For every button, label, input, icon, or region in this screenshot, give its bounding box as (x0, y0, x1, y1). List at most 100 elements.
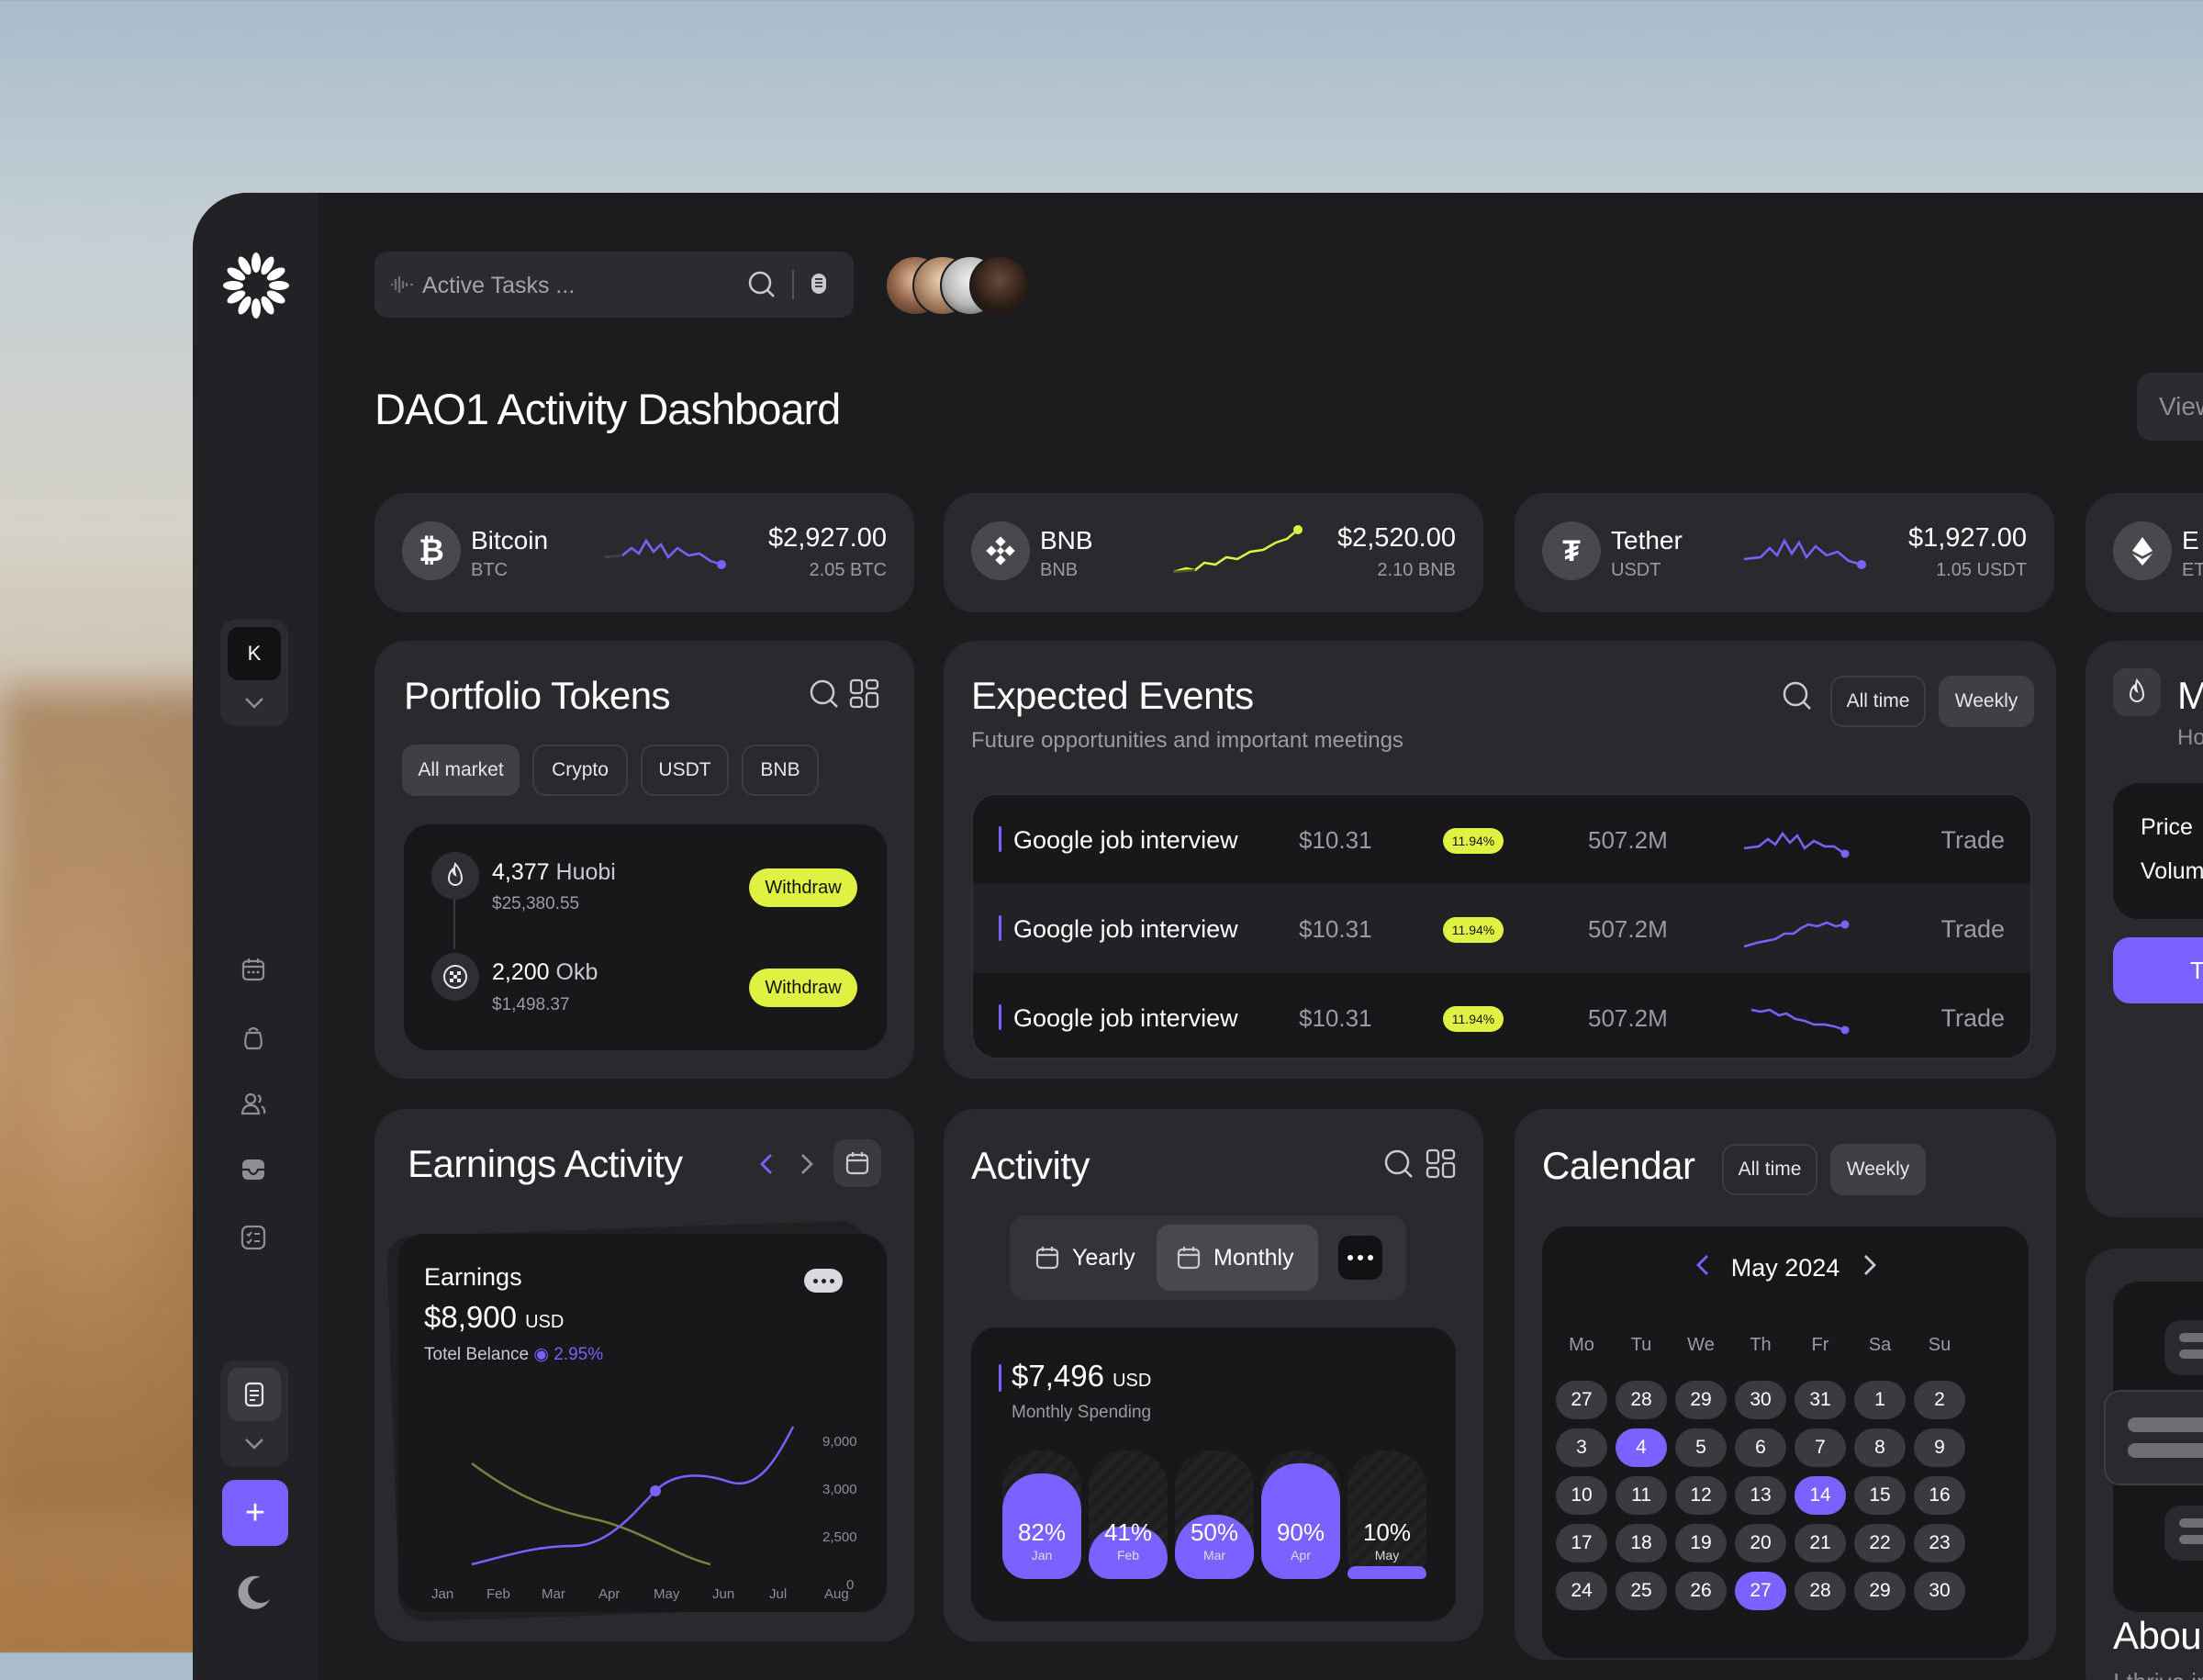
coin-card-tether[interactable]: ₮ Tether USDT $1,927.00 1.05 USDT (1515, 493, 2054, 612)
withdraw-button[interactable]: Withdraw (749, 969, 857, 1007)
calendar-day[interactable]: 6 (1735, 1428, 1786, 1467)
search-bar[interactable]: Active Tasks ... (375, 252, 854, 318)
chevron-left-icon[interactable] (1685, 1247, 1722, 1283)
coin-symbol: BNB (1040, 560, 1079, 580)
withdraw-button[interactable]: Withdraw (749, 868, 857, 907)
coin-card-ethereum[interactable]: E ET (2086, 493, 2203, 612)
more-options-button[interactable] (1338, 1236, 1382, 1280)
document-icon[interactable] (228, 1368, 281, 1421)
calendar-day[interactable]: 26 (1675, 1572, 1727, 1610)
calendar-day[interactable]: 27 (1735, 1572, 1786, 1610)
chevron-left-icon[interactable] (749, 1146, 786, 1182)
coin-card-bnb[interactable]: BNB BNB $2,520.00 2.10 BNB (944, 493, 1483, 612)
search-icon[interactable] (806, 676, 843, 712)
avatar[interactable] (969, 255, 1030, 316)
calendar-day[interactable]: 23 (1914, 1524, 1965, 1562)
calendar-day[interactable]: 30 (1914, 1572, 1965, 1610)
calendar-day[interactable]: 28 (1616, 1381, 1667, 1419)
calendar-day[interactable]: 14 (1795, 1476, 1846, 1515)
filter-crypto[interactable]: Crypto (532, 745, 628, 796)
toggle-row[interactable] (2164, 1320, 2203, 1375)
toggle-row[interactable] (2164, 1506, 2203, 1561)
search-icon[interactable] (1381, 1146, 1417, 1182)
calendar-day[interactable]: 29 (1675, 1381, 1727, 1419)
table-row[interactable]: Google job interview $10.31 11.94% 507.2… (973, 795, 2030, 884)
trade-button[interactable]: T (2113, 937, 2203, 1003)
grid-icon[interactable] (846, 676, 883, 712)
calendar-day[interactable]: 12 (1675, 1476, 1727, 1515)
workspace-avatar[interactable]: K (228, 627, 281, 680)
view-button[interactable]: View (2137, 373, 2203, 441)
calendar-icon[interactable] (833, 1139, 881, 1187)
calendar-day[interactable]: 29 (1854, 1572, 1906, 1610)
inbox-icon[interactable] (235, 1151, 272, 1188)
calendar-day[interactable]: 4 (1616, 1428, 1667, 1467)
filter-all-time[interactable]: All time (1722, 1144, 1817, 1195)
calendar-day[interactable]: 19 (1675, 1524, 1727, 1562)
trade-link[interactable]: Trade (1940, 915, 2005, 943)
filter-all-market[interactable]: All market (402, 745, 520, 796)
chevron-down-icon[interactable] (240, 1432, 268, 1454)
spending-bar-track[interactable]: 50% Mar (1175, 1450, 1254, 1579)
calendar-day[interactable]: 5 (1675, 1428, 1727, 1467)
microphone-icon[interactable] (802, 268, 835, 301)
dark-mode-icon[interactable] (233, 1572, 275, 1614)
add-button[interactable]: + (222, 1480, 288, 1546)
spending-bar-track[interactable]: 10% May (1348, 1450, 1426, 1579)
search-icon[interactable] (745, 268, 778, 301)
calendar-day[interactable]: 3 (1556, 1428, 1607, 1467)
filter-bnb[interactable]: BNB (742, 745, 819, 796)
calendar-day[interactable]: 27 (1556, 1381, 1607, 1419)
calendar-day[interactable]: 7 (1795, 1428, 1846, 1467)
calendar-icon[interactable] (235, 951, 272, 988)
coin-card-bitcoin[interactable]: ₿ Bitcoin BTC $2,927.00 2.05 BTC (375, 493, 914, 612)
search-icon[interactable] (1779, 678, 1816, 714)
trade-link[interactable]: Trade (1940, 826, 2005, 854)
filter-all-time[interactable]: All time (1830, 676, 1926, 727)
calendar-day[interactable]: 17 (1556, 1524, 1607, 1562)
grid-icon[interactable] (1423, 1146, 1459, 1182)
spending-bar-track[interactable]: 90% Apr (1261, 1450, 1340, 1579)
chevron-right-icon[interactable] (788, 1146, 824, 1182)
more-options-button[interactable] (804, 1269, 843, 1293)
spending-bar-track[interactable]: 82% Jan (1002, 1450, 1081, 1579)
trade-link[interactable]: Trade (1940, 1004, 2005, 1032)
calendar-day[interactable]: 15 (1854, 1476, 1906, 1515)
calendar-day[interactable]: 31 (1795, 1381, 1846, 1419)
search-input[interactable]: Active Tasks ... (422, 273, 576, 298)
calendar-day[interactable]: 20 (1735, 1524, 1786, 1562)
filter-weekly[interactable]: Weekly (1939, 676, 2034, 727)
calendar-day[interactable]: 25 (1616, 1572, 1667, 1610)
calendar-day[interactable]: 13 (1735, 1476, 1786, 1515)
calendar-day[interactable]: 9 (1914, 1428, 1965, 1467)
tab-yearly[interactable]: Yearly (1019, 1225, 1157, 1291)
calendar-day[interactable]: 16 (1914, 1476, 1965, 1515)
weekday-label: Mo (1569, 1335, 1594, 1355)
chevron-down-icon[interactable] (240, 691, 268, 713)
table-row[interactable]: Google job interview $10.31 11.94% 507.2… (973, 973, 2030, 1058)
team-avatars[interactable] (885, 255, 1050, 316)
tab-monthly[interactable]: Monthly (1157, 1225, 1318, 1291)
calendar-day[interactable]: 21 (1795, 1524, 1846, 1562)
calendar-day[interactable]: 24 (1556, 1572, 1607, 1610)
calendar-day[interactable]: 2 (1914, 1381, 1965, 1419)
calendar-day[interactable]: 30 (1735, 1381, 1786, 1419)
users-icon[interactable] (235, 1085, 272, 1122)
filter-weekly[interactable]: Weekly (1830, 1144, 1926, 1195)
documents-switcher[interactable] (220, 1361, 288, 1467)
calendar-day[interactable]: 1 (1854, 1381, 1906, 1419)
chevron-right-icon[interactable] (1851, 1247, 1887, 1283)
calendar-day[interactable]: 11 (1616, 1476, 1667, 1515)
workspace-switcher[interactable]: K (220, 620, 288, 726)
checklist-icon[interactable] (235, 1219, 272, 1256)
bag-icon[interactable] (235, 1019, 272, 1056)
toggle-row[interactable] (2104, 1390, 2203, 1485)
table-row[interactable]: Google job interview $10.31 11.94% 507.2… (973, 884, 2030, 973)
filter-usdt[interactable]: USDT (641, 745, 729, 796)
calendar-day[interactable]: 28 (1795, 1572, 1846, 1610)
calendar-day[interactable]: 18 (1616, 1524, 1667, 1562)
calendar-day[interactable]: 8 (1854, 1428, 1906, 1467)
calendar-day[interactable]: 22 (1854, 1524, 1906, 1562)
calendar-day[interactable]: 10 (1556, 1476, 1607, 1515)
spending-bar-track[interactable]: 41% Feb (1089, 1450, 1168, 1579)
